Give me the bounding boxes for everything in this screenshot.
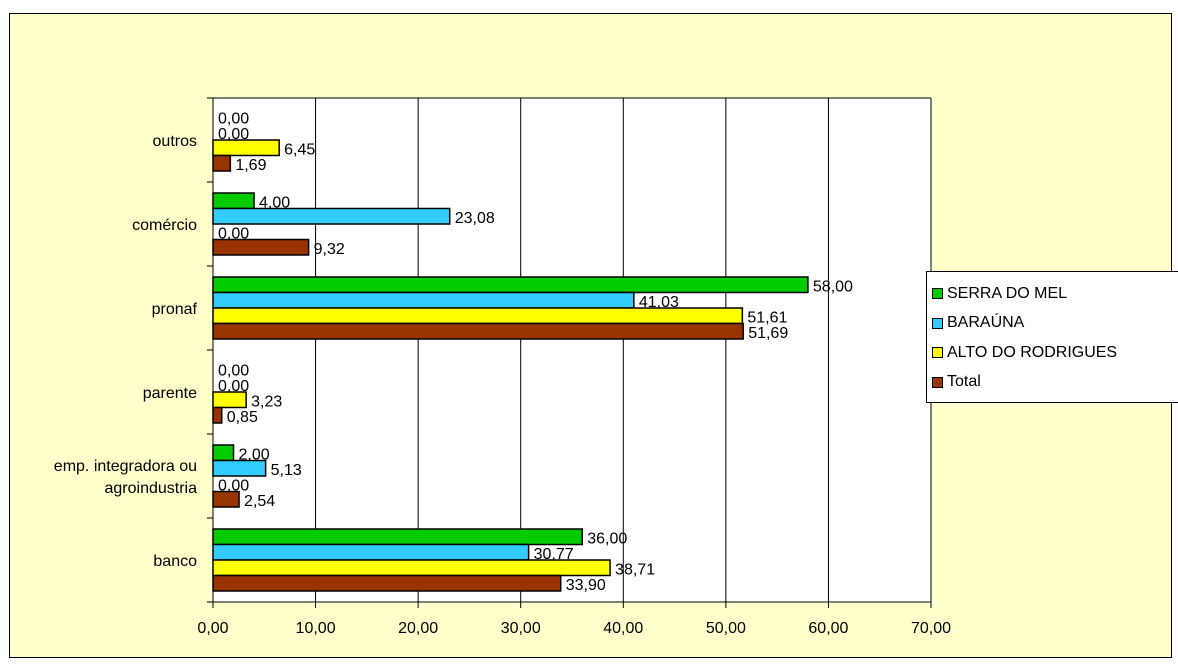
legend-entry: Total bbox=[927, 368, 1178, 398]
x-tick-label: 20,00 bbox=[398, 620, 438, 637]
data-label: 0,00 bbox=[218, 378, 249, 395]
category-label: comércio bbox=[132, 217, 197, 234]
data-label: 0,00 bbox=[218, 478, 249, 495]
data-label: 0,00 bbox=[218, 363, 249, 380]
bar bbox=[212, 192, 255, 210]
data-label: 30,77 bbox=[534, 546, 574, 563]
data-label: 51,61 bbox=[747, 310, 787, 327]
data-label: 33,90 bbox=[566, 577, 606, 594]
legend-entry: SERRA DO MEL bbox=[927, 279, 1178, 309]
legend-swatch bbox=[932, 347, 943, 359]
bar bbox=[212, 322, 744, 340]
legend-entry: BARAÚNA bbox=[927, 309, 1178, 339]
data-label: 2,54 bbox=[244, 493, 275, 510]
data-label: 41,03 bbox=[639, 294, 679, 311]
bar bbox=[212, 391, 247, 409]
data-label: 38,71 bbox=[615, 562, 655, 579]
data-label: 0,00 bbox=[218, 126, 249, 143]
data-label: 4,00 bbox=[259, 195, 290, 212]
data-label: 58,00 bbox=[813, 279, 853, 296]
data-label: 5,13 bbox=[271, 462, 302, 479]
category-label: emp. integradora ou bbox=[54, 458, 197, 475]
bar bbox=[212, 459, 267, 477]
bar bbox=[212, 307, 744, 325]
bar bbox=[212, 139, 280, 157]
data-label: 36,00 bbox=[587, 531, 627, 548]
category-label: outros bbox=[153, 133, 197, 150]
x-tick-label: 50,00 bbox=[706, 620, 746, 637]
bar bbox=[212, 238, 310, 256]
bar bbox=[212, 444, 235, 462]
bar bbox=[212, 207, 451, 225]
legend-label: Total bbox=[947, 373, 981, 391]
data-label: 0,85 bbox=[227, 409, 258, 426]
x-tick-label: 0,00 bbox=[197, 620, 228, 637]
bar bbox=[212, 490, 240, 508]
x-tick-label: 70,00 bbox=[911, 620, 951, 637]
legend-entry: ALTO DO RODRIGUES bbox=[927, 338, 1178, 368]
x-tick-label: 30,00 bbox=[501, 620, 541, 637]
plot-area bbox=[213, 98, 931, 602]
bar bbox=[212, 559, 611, 577]
data-label: 23,08 bbox=[455, 210, 495, 227]
x-tick-label: 10,00 bbox=[296, 620, 336, 637]
data-label: 6,45 bbox=[284, 142, 315, 159]
category-label: pronaf bbox=[152, 301, 198, 318]
data-label: 3,23 bbox=[251, 394, 282, 411]
data-label: 0,00 bbox=[218, 111, 249, 128]
data-label: 1,69 bbox=[235, 157, 266, 174]
legend-swatch bbox=[932, 317, 943, 329]
bar bbox=[212, 406, 223, 424]
bar bbox=[212, 543, 530, 561]
bar bbox=[212, 574, 562, 592]
bar bbox=[212, 528, 584, 546]
legend-label: BARAÚNA bbox=[947, 314, 1025, 332]
bar bbox=[212, 276, 809, 294]
legend: SERRA DO MEL BARAÚNA ALTO DO RODRIGUES Tota… bbox=[926, 271, 1178, 403]
category-label: agroindustria bbox=[105, 480, 198, 497]
data-label: 0,00 bbox=[218, 226, 249, 243]
x-tick-label: 40,00 bbox=[603, 620, 643, 637]
bar bbox=[212, 291, 635, 309]
legend-swatch bbox=[932, 288, 943, 300]
data-label: 9,32 bbox=[314, 241, 345, 258]
data-label: 51,69 bbox=[748, 325, 788, 342]
legend-swatch bbox=[932, 376, 943, 388]
data-label: 2,00 bbox=[239, 447, 270, 464]
legend-label: ALTO DO RODRIGUES bbox=[947, 343, 1118, 361]
x-tick-label: 60,00 bbox=[808, 620, 848, 637]
bar bbox=[212, 154, 232, 172]
legend-label: SERRA DO MEL bbox=[947, 284, 1068, 302]
category-label: parente bbox=[143, 385, 197, 402]
category-label: banco bbox=[153, 553, 197, 570]
